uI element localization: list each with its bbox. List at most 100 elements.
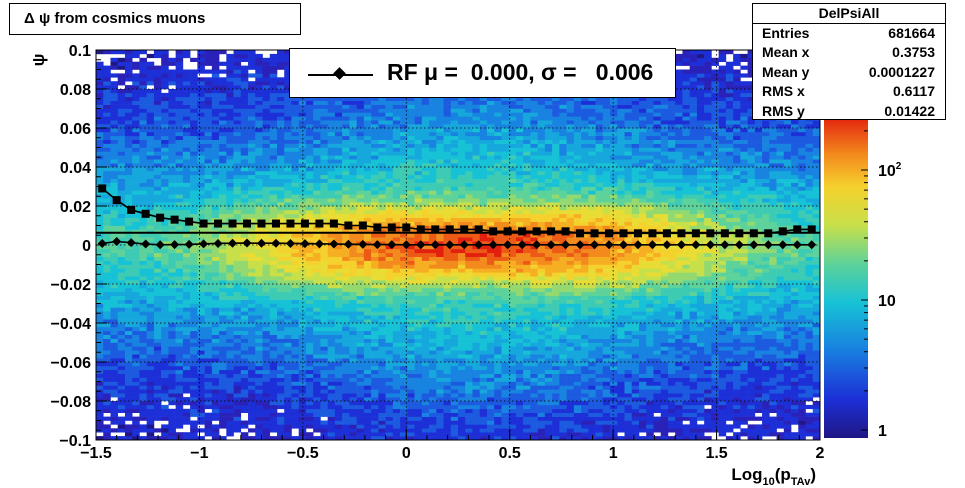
x-tick-label: 0 xyxy=(402,445,411,462)
data-point-square xyxy=(431,225,440,234)
data-point-square xyxy=(633,229,642,238)
axes: −1.5 −1 −0.5 0 0.5 1 1.5 2 0.1 0.08 0.06 0.04 0.02 0 −… xyxy=(29,43,825,488)
data-point-diamond xyxy=(691,240,701,250)
data-point-square xyxy=(98,184,107,193)
y-tick-label: −0.02 xyxy=(51,277,92,294)
data-point-diamond xyxy=(228,238,238,248)
data-point-square xyxy=(662,229,671,238)
data-point-square xyxy=(141,209,150,218)
plot-title: Δ ψ from cosmics muons xyxy=(24,10,206,27)
data-point-diamond xyxy=(459,240,469,250)
data-point-square xyxy=(416,225,425,234)
data-point-diamond xyxy=(792,240,802,250)
data-point-square xyxy=(228,219,237,228)
data-point-diamond xyxy=(590,240,600,250)
data-point-diamond xyxy=(749,240,759,250)
data-point-square xyxy=(677,229,686,238)
data-point-square xyxy=(257,219,266,228)
stats-row-label: RMS y xyxy=(762,102,805,119)
data-point-square xyxy=(474,225,483,234)
data-point-diamond xyxy=(705,240,715,250)
data-point-square xyxy=(720,229,729,238)
data-point-diamond xyxy=(561,240,571,250)
data-point-square xyxy=(460,225,469,234)
data-point-diamond xyxy=(676,240,686,250)
y-tick-label: 0.1 xyxy=(69,43,91,60)
profile-series xyxy=(96,184,820,250)
data-point-diamond xyxy=(271,238,281,248)
data-point-square xyxy=(170,215,179,224)
stats-row-label: Mean y xyxy=(762,63,810,80)
y-tick-label: 0.08 xyxy=(60,82,91,99)
stats-row-value: 0.6117 xyxy=(892,83,935,100)
data-point-diamond xyxy=(401,240,411,250)
data-point-diamond xyxy=(532,240,542,250)
z-tick-label: 1 xyxy=(878,423,887,440)
data-point-diamond xyxy=(546,240,556,250)
stats-row: RMS x 0.6117 xyxy=(753,82,945,101)
data-point-diamond xyxy=(778,240,788,250)
data-point-diamond xyxy=(734,240,744,250)
data-point-diamond xyxy=(372,240,382,250)
data-point-square xyxy=(243,219,252,228)
data-point-diamond xyxy=(242,238,252,248)
stats-row-value: 681664 xyxy=(888,25,935,41)
data-point-diamond xyxy=(474,240,484,250)
data-point-square xyxy=(315,219,324,228)
data-point-diamond xyxy=(112,236,122,246)
data-point-square xyxy=(706,229,715,238)
x-tick-label: −1 xyxy=(190,445,208,462)
y-tick-label: −0.1 xyxy=(59,433,91,450)
data-point-square xyxy=(156,213,165,222)
y-axis-title: ψ xyxy=(29,54,48,67)
data-point-square xyxy=(329,219,338,228)
data-point-diamond xyxy=(647,240,657,250)
data-point-square xyxy=(561,227,570,236)
y-tick-label: −0.04 xyxy=(51,316,92,333)
y-tick-label: 0.04 xyxy=(60,160,91,177)
data-point-diamond xyxy=(618,240,628,250)
x-tick-label: 2 xyxy=(816,445,825,462)
data-point-diamond xyxy=(387,240,397,250)
data-point-diamond xyxy=(445,240,455,250)
x-tick-label: −1.5 xyxy=(80,445,112,462)
y-tick-label: 0.06 xyxy=(60,121,91,138)
data-point-diamond xyxy=(256,238,266,248)
data-point-diamond xyxy=(416,240,426,250)
data-point-square xyxy=(778,227,787,236)
data-point-diamond xyxy=(633,240,643,250)
z-tick-label: 10 xyxy=(878,293,896,310)
y-tick-label: −0.08 xyxy=(51,394,92,411)
data-point-diamond xyxy=(314,239,324,249)
stats-row: RMS y 0.01422 xyxy=(753,102,945,121)
data-point-square xyxy=(547,227,556,236)
legend-diamond-marker xyxy=(333,67,346,80)
stats-row-label: RMS x xyxy=(762,83,805,100)
legend-box: RF μ = 0.000, σ = 0.006 xyxy=(289,48,676,98)
data-point-square xyxy=(402,223,411,232)
y-tick-label: 0.02 xyxy=(60,199,91,216)
data-point-square xyxy=(503,227,512,236)
data-point-square xyxy=(358,221,367,230)
data-point-square xyxy=(271,219,280,228)
legend-label: RF μ = 0.000, σ = 0.006 xyxy=(387,59,654,85)
data-point-diamond xyxy=(720,240,730,250)
stats-row-label: Mean x xyxy=(762,44,810,61)
data-point-square xyxy=(387,223,396,232)
data-point-diamond xyxy=(199,239,209,249)
plot-title-box: Δ ψ from cosmics muons xyxy=(9,3,301,35)
data-point-square xyxy=(605,229,614,238)
data-point-square xyxy=(691,229,700,238)
data-point-diamond xyxy=(141,239,151,249)
data-point-square xyxy=(807,225,816,234)
data-point-square xyxy=(518,227,527,236)
data-point-square xyxy=(199,219,208,228)
data-point-square xyxy=(112,196,121,205)
data-point-square xyxy=(648,229,657,238)
stats-title: DelPsiAll xyxy=(753,4,945,24)
color-scale-axis: 1 10 102 xyxy=(861,130,902,440)
data-point-diamond xyxy=(329,239,339,249)
data-point-square xyxy=(214,219,223,228)
stats-row-value: 0.01422 xyxy=(884,102,935,119)
data-point-square xyxy=(185,217,194,226)
